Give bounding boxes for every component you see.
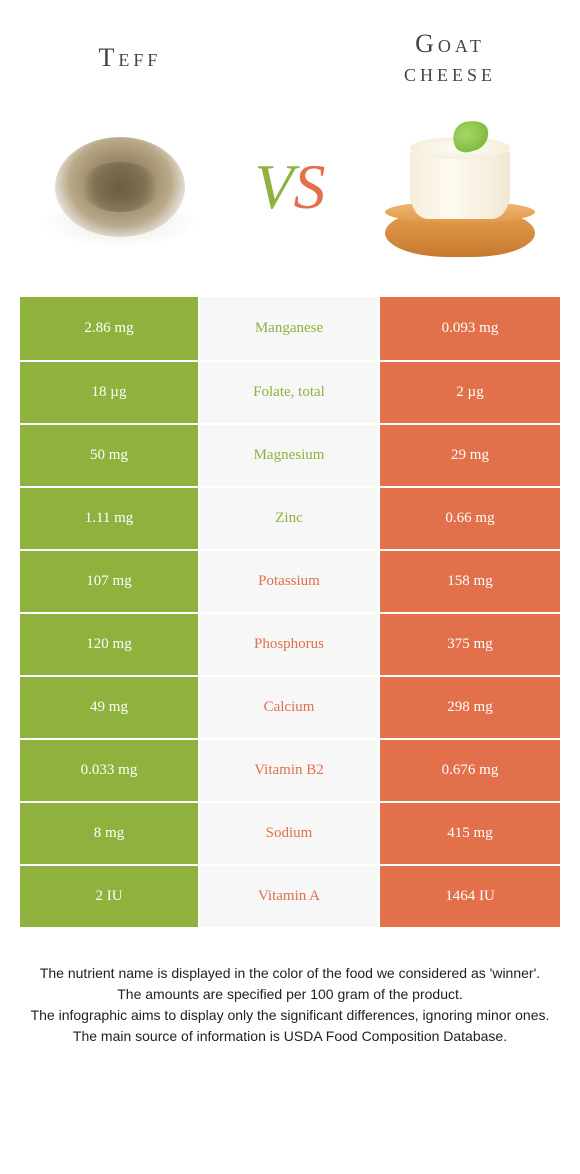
right-food-title-line1: Goat <box>415 29 485 58</box>
right-food-title: Goat cheese <box>360 30 540 87</box>
table-row: 8 mgSodium415 mg <box>20 801 560 864</box>
left-value: 18 µg <box>20 360 200 423</box>
left-food-title: Teff <box>40 44 220 73</box>
nutrient-name: Phosphorus <box>200 612 380 675</box>
nutrient-name: Potassium <box>200 549 380 612</box>
footnote-line-1: The nutrient name is displayed in the co… <box>30 963 550 984</box>
table-row: 107 mgPotassium158 mg <box>20 549 560 612</box>
vs-v: V <box>254 151 293 222</box>
nutrient-table: 2.86 mgManganese0.093 mg18 µgFolate, tot… <box>20 297 560 927</box>
nutrient-name: Folate, total <box>200 360 380 423</box>
left-value: 49 mg <box>20 675 200 738</box>
right-value: 158 mg <box>380 549 560 612</box>
left-value: 8 mg <box>20 801 200 864</box>
nutrient-name: Sodium <box>200 801 380 864</box>
table-row: 0.033 mgVitamin B20.676 mg <box>20 738 560 801</box>
left-value: 1.11 mg <box>20 486 200 549</box>
footnote-line-4: The main source of information is USDA F… <box>30 1026 550 1047</box>
left-value: 107 mg <box>20 549 200 612</box>
right-food-title-line2: cheese <box>404 58 496 87</box>
right-value: 415 mg <box>380 801 560 864</box>
teff-image <box>40 107 200 267</box>
right-value: 0.093 mg <box>380 297 560 360</box>
table-row: 2 IUVitamin A1464 IU <box>20 864 560 927</box>
right-value: 298 mg <box>380 675 560 738</box>
nutrient-name: Calcium <box>200 675 380 738</box>
vs-label: VS <box>254 155 325 219</box>
right-value: 2 µg <box>380 360 560 423</box>
nutrient-name: Magnesium <box>200 423 380 486</box>
right-value: 29 mg <box>380 423 560 486</box>
table-row: 2.86 mgManganese0.093 mg <box>20 297 560 360</box>
right-value: 1464 IU <box>380 864 560 927</box>
images-row: VS <box>0 97 580 297</box>
goat-cheese-image <box>380 107 540 267</box>
right-value: 375 mg <box>380 612 560 675</box>
nutrient-name: Zinc <box>200 486 380 549</box>
table-row: 50 mgMagnesium29 mg <box>20 423 560 486</box>
footnote-line-2: The amounts are specified per 100 gram o… <box>30 984 550 1005</box>
nutrient-name: Manganese <box>200 297 380 360</box>
left-value: 2 IU <box>20 864 200 927</box>
nutrient-name: Vitamin B2 <box>200 738 380 801</box>
right-value: 0.676 mg <box>380 738 560 801</box>
footnote-line-3: The infographic aims to display only the… <box>30 1005 550 1026</box>
vs-s: S <box>294 151 326 222</box>
table-row: 49 mgCalcium298 mg <box>20 675 560 738</box>
table-row: 1.11 mgZinc0.66 mg <box>20 486 560 549</box>
left-value: 2.86 mg <box>20 297 200 360</box>
left-value: 120 mg <box>20 612 200 675</box>
left-value: 0.033 mg <box>20 738 200 801</box>
right-value: 0.66 mg <box>380 486 560 549</box>
left-value: 50 mg <box>20 423 200 486</box>
nutrient-name: Vitamin A <box>200 864 380 927</box>
header: Teff Goat cheese <box>0 0 580 97</box>
table-row: 120 mgPhosphorus375 mg <box>20 612 560 675</box>
footnote: The nutrient name is displayed in the co… <box>30 963 550 1047</box>
table-row: 18 µgFolate, total2 µg <box>20 360 560 423</box>
